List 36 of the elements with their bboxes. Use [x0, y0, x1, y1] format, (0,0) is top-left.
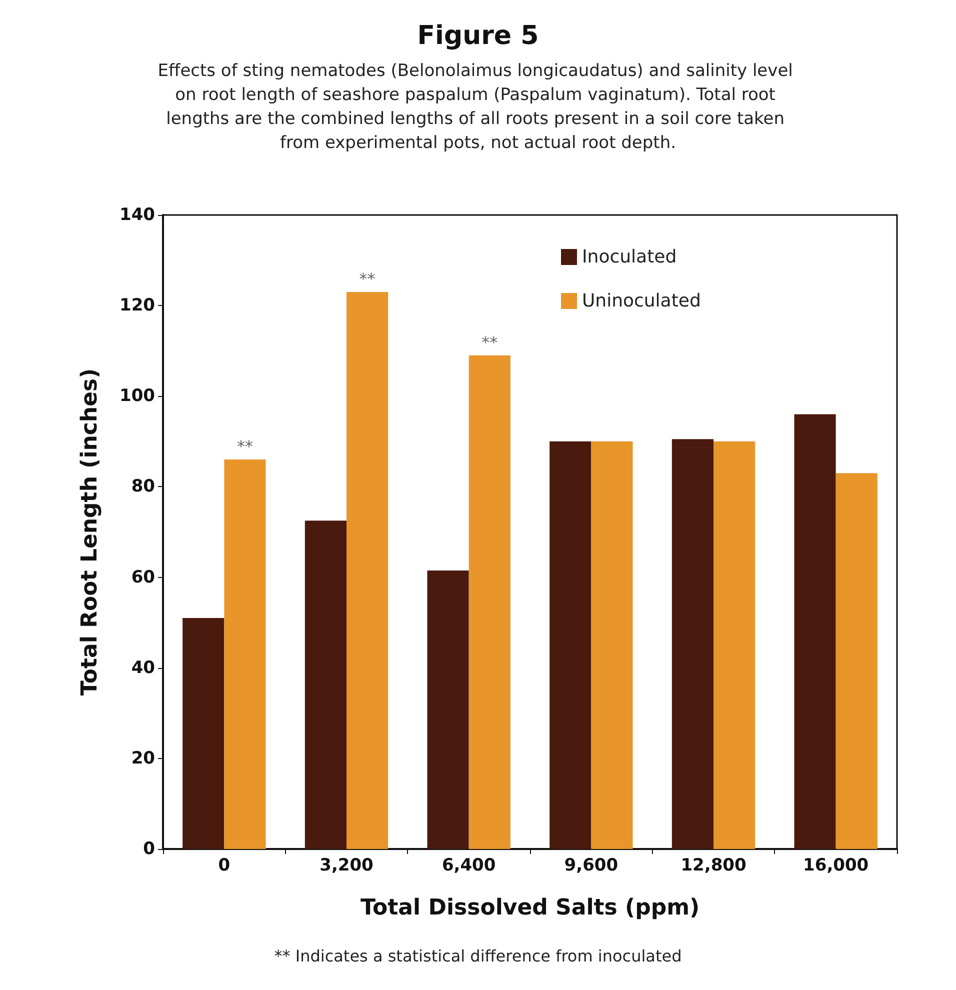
legend-label: Uninoculated [582, 290, 701, 312]
x-tick-label: 0 [218, 856, 230, 876]
bar [182, 618, 224, 849]
bar [714, 441, 756, 849]
y-tick-label: 60 [131, 567, 156, 588]
bar [672, 439, 714, 849]
y-tick-label: 40 [131, 658, 156, 678]
annotation: ** [359, 269, 376, 288]
x-tick-label: 12,800 [680, 856, 746, 876]
bar [304, 520, 346, 849]
bar [550, 441, 592, 849]
y-tick-label: 140 [120, 205, 156, 225]
text: ** Indicates a statistical difference from inoculated [274, 946, 682, 966]
legend-label: Inoculated [582, 246, 677, 268]
bar [468, 355, 510, 849]
x-tick-label: 6,400 [442, 856, 496, 876]
y-axis-title: Total Root Length (inches) [78, 368, 102, 696]
bar [794, 414, 836, 849]
bar [427, 570, 469, 849]
y-tick-label: 120 [120, 296, 156, 316]
y-tick-label: 100 [120, 386, 156, 406]
bar [224, 460, 266, 849]
x-axis-title: Total Dissolved Salts (ppm) [360, 896, 700, 920]
chart-title: Figure 5 [417, 21, 539, 51]
y-tick-label: 80 [131, 476, 156, 497]
bar [836, 473, 878, 849]
y-tick-label: 0 [143, 839, 156, 859]
x-tick-label: 9,600 [564, 856, 618, 876]
chart-subtitle: Effects of sting nematodes (Belonolaimus longicaudatus) and salinity level on root length of seashore paspalum (Paspalum vaginatum). Total root lengths are the combined lengths of all roots present in a soil core taken from experimental pots, not actual root depth. [158, 61, 798, 153]
x-tick-label: 3,200 [320, 856, 374, 876]
x-tick-label: 16,000 [803, 856, 869, 876]
annotation: ** [482, 332, 498, 352]
bar [346, 292, 388, 849]
y-tick-label: 20 [131, 748, 156, 768]
annotation: ** [236, 437, 253, 456]
bar [591, 441, 633, 849]
